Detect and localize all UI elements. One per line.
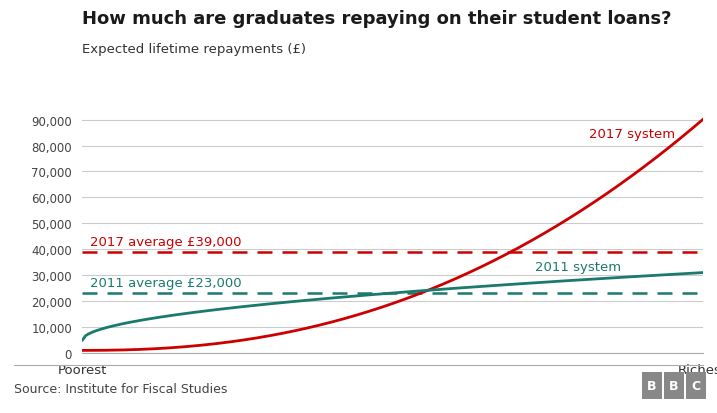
Text: How much are graduates repaying on their student loans?: How much are graduates repaying on their… xyxy=(82,10,672,28)
Text: Source: Institute for Fiscal Studies: Source: Institute for Fiscal Studies xyxy=(14,382,228,395)
Text: C: C xyxy=(692,379,701,392)
Text: Expected lifetime repayments (£): Expected lifetime repayments (£) xyxy=(82,43,306,56)
Text: B: B xyxy=(669,379,679,392)
Text: 2011 system: 2011 system xyxy=(535,260,622,273)
Text: 2011 average £23,000: 2011 average £23,000 xyxy=(90,277,242,290)
Text: 2017 system: 2017 system xyxy=(589,128,675,141)
Text: B: B xyxy=(647,379,657,392)
Text: 2017 average £39,000: 2017 average £39,000 xyxy=(90,235,242,248)
